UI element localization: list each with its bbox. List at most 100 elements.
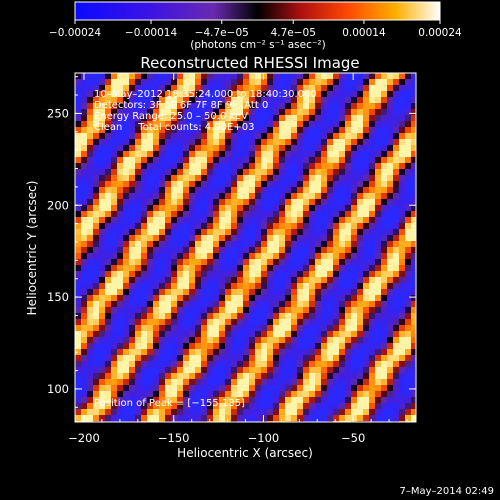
heatmap-cell	[87, 85, 94, 92]
heatmap-cell	[381, 337, 388, 344]
heatmap-cell	[333, 391, 340, 398]
heatmap-cell	[309, 295, 316, 302]
heatmap-cell	[393, 307, 400, 314]
heatmap-cell	[339, 121, 346, 128]
heatmap-cell	[159, 319, 166, 326]
heatmap-cell	[225, 181, 232, 188]
heatmap-cell	[333, 175, 340, 182]
heatmap-cell	[393, 379, 400, 386]
heatmap-cell	[87, 127, 94, 134]
heatmap-cell	[195, 97, 202, 104]
heatmap-cell	[87, 343, 94, 350]
heatmap-cell	[339, 91, 346, 98]
heatmap-cell	[303, 181, 310, 188]
heatmap-cell	[189, 367, 196, 374]
heatmap-cell	[381, 193, 388, 200]
heatmap-cell	[201, 217, 208, 224]
heatmap-cell	[153, 139, 160, 146]
heatmap-cell	[279, 289, 286, 296]
heatmap-cell	[183, 235, 190, 242]
heatmap-cell	[105, 301, 112, 308]
heatmap-cell	[411, 187, 416, 194]
heatmap-cell	[231, 397, 238, 404]
heatmap-cell	[207, 289, 214, 296]
heatmap-cell	[315, 193, 322, 200]
heatmap-cell	[393, 283, 400, 290]
heatmap-cell	[375, 109, 382, 116]
heatmap-cell	[147, 331, 154, 338]
heatmap-cell	[357, 187, 364, 194]
heatmap-cell	[273, 397, 280, 404]
heatmap-cell	[105, 211, 112, 218]
heatmap-cell	[201, 385, 208, 392]
heatmap-cell	[201, 229, 208, 236]
heatmap-cell	[339, 253, 346, 260]
heatmap-cell	[393, 181, 400, 188]
heatmap-cell	[117, 325, 124, 332]
heatmap-cell	[93, 79, 100, 86]
heatmap-cell	[189, 211, 196, 218]
heatmap-cell	[135, 97, 142, 104]
heatmap-cell	[315, 325, 322, 332]
heatmap-cell	[279, 199, 286, 206]
heatmap-cell	[87, 325, 94, 332]
heatmap-cell	[363, 385, 370, 392]
heatmap-cell	[75, 103, 82, 110]
heatmap-cell	[267, 343, 274, 350]
heatmap-cell	[351, 151, 358, 158]
heatmap-cell	[309, 385, 316, 392]
heatmap-cell	[243, 169, 250, 176]
heatmap-cell	[225, 127, 232, 134]
heatmap-cell	[321, 319, 328, 326]
heatmap-cell	[153, 127, 160, 134]
heatmap-cell	[375, 229, 382, 236]
heatmap-cell	[363, 151, 370, 158]
heatmap-cell	[165, 109, 172, 116]
heatmap-cell	[267, 301, 274, 308]
heatmap-cell	[249, 139, 256, 146]
heatmap-cell	[213, 211, 220, 218]
heatmap-cell	[183, 79, 190, 86]
heatmap-cell	[189, 253, 196, 260]
heatmap-cell	[369, 307, 376, 314]
heatmap-cell	[357, 115, 364, 122]
heatmap-cell	[285, 301, 292, 308]
heatmap-cell	[165, 211, 172, 218]
heatmap-cell	[93, 169, 100, 176]
heatmap-cell	[399, 295, 406, 302]
heatmap-cell	[399, 265, 406, 272]
heatmap-cell	[315, 409, 322, 416]
heatmap-cell	[177, 385, 184, 392]
heatmap-cell	[291, 115, 298, 122]
heatmap-cell	[231, 235, 238, 242]
heatmap-cell	[327, 385, 334, 392]
heatmap-cell	[141, 343, 148, 350]
heatmap-cell	[189, 139, 196, 146]
heatmap-cell	[135, 253, 142, 260]
heatmap-cell	[117, 409, 124, 416]
heatmap-cell	[357, 355, 364, 362]
heatmap-cell	[291, 313, 298, 320]
heatmap-cell	[387, 205, 394, 212]
heatmap-cell	[153, 271, 160, 278]
heatmap-cell	[309, 331, 316, 338]
heatmap-cell	[189, 373, 196, 380]
heatmap-cell	[351, 229, 358, 236]
heatmap-cell	[273, 241, 280, 248]
heatmap-cell	[315, 79, 322, 86]
heatmap-cell	[297, 355, 304, 362]
heatmap-cell	[387, 361, 394, 368]
heatmap-cell	[105, 157, 112, 164]
heatmap-cell	[315, 175, 322, 182]
heatmap-cell	[345, 199, 352, 206]
heatmap-cell	[387, 247, 394, 254]
heatmap-cell	[363, 367, 370, 374]
heatmap-cell	[297, 265, 304, 272]
heatmap-cell	[189, 229, 196, 236]
heatmap-cell	[207, 97, 214, 104]
heatmap-cell	[303, 235, 310, 242]
heatmap-cell	[405, 73, 412, 80]
heatmap-cell	[363, 217, 370, 224]
heatmap-cell	[315, 253, 322, 260]
heatmap-cell	[351, 85, 358, 92]
